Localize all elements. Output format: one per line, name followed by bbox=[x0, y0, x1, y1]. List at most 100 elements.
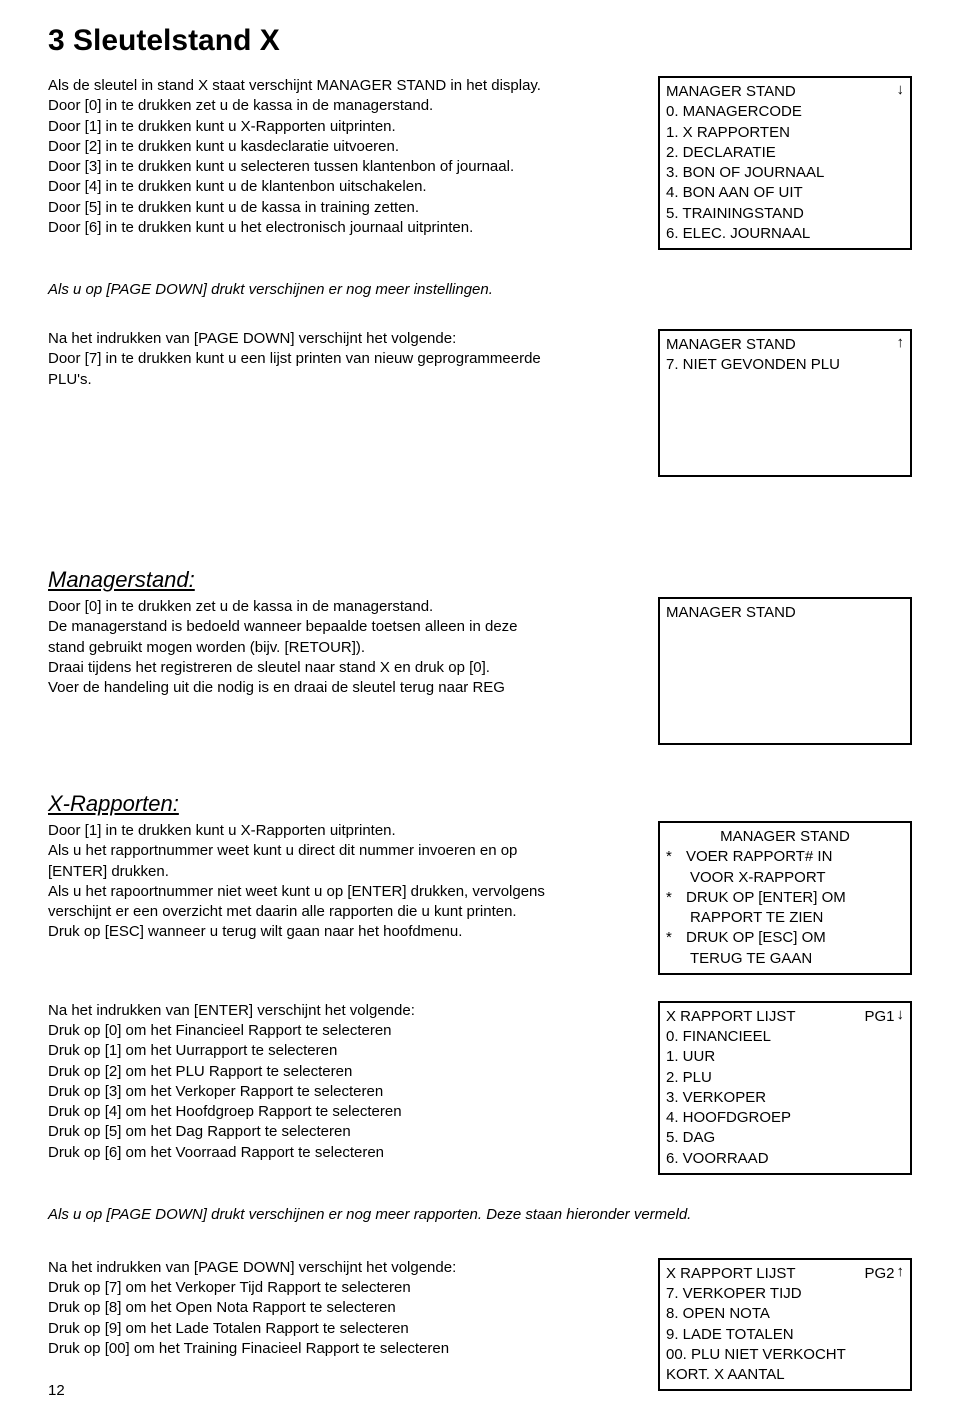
bullet-star: * bbox=[666, 847, 676, 867]
text-line: Druk op [0] om het Financieel Rapport te… bbox=[48, 1021, 646, 1041]
display-row: 6. ELEC. JOURNAAL bbox=[666, 224, 904, 244]
text-line: Na het indrukken van [ENTER] verschijnt … bbox=[48, 1001, 646, 1021]
subheading-managerstand: Managerstand: bbox=[48, 567, 912, 593]
intro-line: Door [6] in te drukken kunt u het electr… bbox=[48, 218, 646, 238]
display-manager-stand-main: MANAGER STAND ↓ 0. MANAGERCODE 1. X RAPP… bbox=[658, 76, 912, 250]
up-arrow-icon: ↑ bbox=[897, 335, 905, 350]
display-header-text: MANAGER STAND bbox=[666, 335, 796, 355]
display-header-text: MANAGER STAND bbox=[666, 82, 796, 102]
row-intro: Als de sleutel in stand X staat verschij… bbox=[48, 76, 912, 250]
text-line: [ENTER] drukken. bbox=[48, 862, 646, 882]
display-row: VOER RAPPORT# IN bbox=[686, 847, 904, 867]
display-row: 3. BON OF JOURNAAL bbox=[666, 163, 904, 183]
bullet-star: * bbox=[666, 888, 676, 908]
row-xrapporten: Door [1] in te drukken kunt u X-Rapporte… bbox=[48, 821, 912, 975]
intro-line: Door [4] in te drukken kunt u de klanten… bbox=[48, 177, 646, 197]
after-enter-text: Na het indrukken van [ENTER] verschijnt … bbox=[48, 1001, 646, 1163]
intro-line: Door [1] in te drukken kunt u X-Rapporte… bbox=[48, 117, 646, 137]
display-manager-stand-pg2: MANAGER STAND ↑ 7. NIET GEVONDEN PLU bbox=[658, 329, 912, 477]
text-line: Druk op [3] om het Verkoper Rapport te s… bbox=[48, 1082, 646, 1102]
text-line: verschijnt er een overzicht met daarin a… bbox=[48, 902, 646, 922]
text-line: Door [0] in te drukken zet u de kassa in… bbox=[48, 597, 646, 617]
text-line: Door [7] in te drukken kunt u een lijst … bbox=[48, 349, 646, 369]
intro-line: Door [2] in te drukken kunt u kasdeclara… bbox=[48, 137, 646, 157]
after-pagedown-text: Na het indrukken van [PAGE DOWN] verschi… bbox=[48, 329, 646, 390]
intro-line: Als de sleutel in stand X staat verschij… bbox=[48, 76, 646, 96]
managerstand-text: Door [0] in te drukken zet u de kassa in… bbox=[48, 597, 646, 698]
display-row: 4. BON AAN OF UIT bbox=[666, 183, 904, 203]
display-xrapporten-menu: MANAGER STAND * VOER RAPPORT# IN VOOR X-R… bbox=[658, 821, 912, 975]
intro-line: Door [0] in te drukken zet u de kassa in… bbox=[48, 96, 646, 116]
display-header-text: X RAPPORT LIJST bbox=[666, 1007, 796, 1027]
text-line: Druk op [2] om het PLU Rapport te select… bbox=[48, 1062, 646, 1082]
display-row: 7. VERKOPER TIJD bbox=[666, 1284, 904, 1304]
text-line: Als u het rapoortnummer niet weet kunt u… bbox=[48, 882, 646, 902]
display-header-text: X RAPPORT LIJST bbox=[666, 1264, 796, 1284]
text-line: Druk op [5] om het Dag Rapport te select… bbox=[48, 1122, 646, 1142]
up-arrow-icon: ↑ bbox=[897, 1264, 905, 1279]
page-number: 12 bbox=[48, 1382, 65, 1399]
text-line: Druk op [8] om het Open Nota Rapport te … bbox=[48, 1298, 646, 1318]
text-line: Druk op [9] om het Lade Totalen Rapport … bbox=[48, 1319, 646, 1339]
row-after-pagedown-1: Na het indrukken van [PAGE DOWN] verschi… bbox=[48, 329, 912, 477]
text-line: Druk op [ESC] wanneer u terug wilt gaan … bbox=[48, 922, 646, 942]
display-row: VOOR X-RAPPORT bbox=[690, 869, 826, 886]
down-arrow-icon: ↓ bbox=[897, 1007, 905, 1022]
down-arrow-icon: ↓ bbox=[897, 82, 905, 97]
subheading-xrapporten: X-Rapporten: bbox=[48, 791, 912, 817]
text-line: Druk op [6] om het Voorraad Rapport te s… bbox=[48, 1143, 646, 1163]
text-line: stand gebruikt mogen worden (bijv. [RETO… bbox=[48, 638, 646, 658]
display-row: DRUK OP [ESC] OM bbox=[686, 928, 904, 948]
row-after-enter: Na het indrukken van [ENTER] verschijnt … bbox=[48, 1001, 912, 1175]
display-row: 3. VERKOPER bbox=[666, 1088, 904, 1108]
display-row: RAPPORT TE ZIEN bbox=[690, 909, 823, 926]
intro-text: Als de sleutel in stand X staat verschij… bbox=[48, 76, 646, 238]
display-row: 5. TRAININGSTAND bbox=[666, 204, 904, 224]
note-pagedown-1: Als u op [PAGE DOWN] drukt verschijnen e… bbox=[48, 281, 912, 298]
row-managerstand: Door [0] in te drukken zet u de kassa in… bbox=[48, 597, 912, 745]
text-line: Draai tijdens het registreren de sleutel… bbox=[48, 658, 646, 678]
display-row: 1. UUR bbox=[666, 1047, 904, 1067]
display-row: 5. DAG bbox=[666, 1128, 904, 1148]
display-row: 4. HOOFDGROEP bbox=[666, 1108, 904, 1128]
text-line: Druk op [4] om het Hoofdgroep Rapport te… bbox=[48, 1102, 646, 1122]
text-line: Druk op [1] om het Uurrapport te selecte… bbox=[48, 1041, 646, 1061]
display-row: KORT. X AANTAL bbox=[666, 1365, 904, 1385]
display-header-text: MANAGER STAND bbox=[720, 827, 850, 847]
section-title: 3 Sleutelstand X bbox=[48, 24, 912, 58]
text-line: Druk op [7] om het Verkoper Tijd Rapport… bbox=[48, 1278, 646, 1298]
row-after-pagedown-2: Na het indrukken van [PAGE DOWN] verschi… bbox=[48, 1258, 912, 1392]
display-row: 6. VOORRAAD bbox=[666, 1149, 904, 1169]
display-row: 8. OPEN NOTA bbox=[666, 1304, 904, 1324]
xrapporten-text: Door [1] in te drukken kunt u X-Rapporte… bbox=[48, 821, 646, 943]
display-row: DRUK OP [ENTER] OM bbox=[686, 888, 904, 908]
display-row: 1. X RAPPORTEN bbox=[666, 123, 904, 143]
display-row: 0. FINANCIEEL bbox=[666, 1027, 904, 1047]
text-line: De managerstand is bedoeld wanneer bepaa… bbox=[48, 617, 646, 637]
display-row: 00. PLU NIET VERKOCHT bbox=[666, 1345, 904, 1365]
intro-line: Door [5] in te drukken kunt u de kassa i… bbox=[48, 198, 646, 218]
display-header-text: MANAGER STAND bbox=[666, 603, 796, 623]
display-row: 9. LADE TOTALEN bbox=[666, 1325, 904, 1345]
display-row: 2. DECLARATIE bbox=[666, 143, 904, 163]
display-rapport-lijst-pg1: X RAPPORT LIJST PG1↓ 0. FINANCIEEL 1. UU… bbox=[658, 1001, 912, 1175]
text-line: PLU's. bbox=[48, 370, 646, 390]
text-line: Als u het rapportnummer weet kunt u dire… bbox=[48, 841, 646, 861]
intro-line: Door [3] in te drukken kunt u selecteren… bbox=[48, 157, 646, 177]
page-indicator: PG2 bbox=[864, 1264, 894, 1284]
note-pagedown-2: Als u op [PAGE DOWN] drukt verschijnen e… bbox=[48, 1206, 912, 1223]
display-rapport-lijst-pg2: X RAPPORT LIJST PG2↑ 7. VERKOPER TIJD 8.… bbox=[658, 1258, 912, 1392]
after-pagedown-2-text: Na het indrukken van [PAGE DOWN] verschi… bbox=[48, 1258, 646, 1359]
display-managerstand: MANAGER STAND bbox=[658, 597, 912, 745]
text-line: Door [1] in te drukken kunt u X-Rapporte… bbox=[48, 821, 646, 841]
page-indicator: PG1 bbox=[864, 1007, 894, 1027]
display-row: 7. NIET GEVONDEN PLU bbox=[666, 355, 904, 375]
text-line: Na het indrukken van [PAGE DOWN] verschi… bbox=[48, 329, 646, 349]
display-row: 0. MANAGERCODE bbox=[666, 102, 904, 122]
text-line: Na het indrukken van [PAGE DOWN] verschi… bbox=[48, 1258, 646, 1278]
display-row: TERUG TE GAAN bbox=[690, 950, 812, 967]
text-line: Voer de handeling uit die nodig is en dr… bbox=[48, 678, 646, 698]
display-row: 2. PLU bbox=[666, 1068, 904, 1088]
page: 3 Sleutelstand X Als de sleutel in stand… bbox=[0, 0, 960, 1415]
bullet-star: * bbox=[666, 928, 676, 948]
